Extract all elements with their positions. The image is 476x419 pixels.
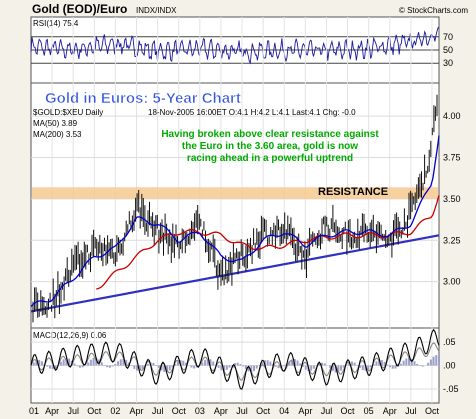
ma200-label: MA(200) 3.53 [33,130,82,139]
x-axis-label: 04 [279,406,289,416]
annotation-line-2: the Euro in the 3.60 area, gold is now [182,141,358,152]
x-axis-label: 05 [364,406,374,416]
brand-text: © StockCharts.com [399,6,468,15]
macd-tick-label: .05 [443,337,456,347]
x-axis-label: Apr [383,406,397,416]
x-axis-label: Apr [298,406,312,416]
price-tick-label: 4.00 [443,111,461,121]
price-tick-label: 3.50 [443,194,461,204]
x-axis-label: Oct [341,406,356,416]
x-axis-label: Oct [87,406,102,416]
chart-title: Gold in Euros: 5-Year Chart [45,90,241,107]
resistance-band [32,187,438,199]
x-axis-label: Jul [67,406,79,416]
resistance-label: RESISTANCE [318,186,388,198]
ma50-label: MA(50) 3.89 [33,119,78,128]
x-axis-label: Apr [45,406,59,416]
price-tick-label: 3.00 [443,277,461,287]
ma50-line [30,135,440,307]
header-title: Gold (EOD)/Euro [32,2,127,16]
macd-tick-label: -.05 [443,384,459,394]
price-tick-label: 3.75 [443,152,461,162]
rsi-tick-label: 50 [443,45,453,55]
quote-label: 18-Nov-2005 16:00ET O:4.1 H:4.2 L:4.1 La… [148,108,356,117]
x-axis-label: 02 [110,406,120,416]
trendline [30,234,440,313]
symbol-label: $GOLD:$XEU Daily [33,108,103,117]
x-axis-label: Apr [130,406,144,416]
price-tick-label: 3.25 [443,235,461,245]
x-axis-label: Apr [214,406,228,416]
rsi-tick-label: 30 [443,58,453,68]
rsi-label: RSI(14) 75.4 [33,19,79,28]
header-exchange: INDX/INDX [136,6,177,15]
x-axis-label: Oct [172,406,187,416]
x-axis-label: Jul [152,406,164,416]
macd-label: MACD(12,26,9) 0.06 [33,331,107,340]
rsi-tick-label: 70 [443,32,453,42]
x-axis-label: Jul [321,406,333,416]
x-axis-label: 03 [195,406,205,416]
chart-marks: 70 50 30 4.00 3.75 3.50 3.25 3.00 .05 .00 -.05 01 Ap… [29,17,461,416]
x-axis-label: Jul [405,406,417,416]
x-axis-label: Jul [236,406,248,416]
macd-line [30,328,440,390]
ma200-line [96,195,440,290]
annotation-line-1: Having broken above clear resistance aga… [161,129,379,140]
price-panel [30,82,440,329]
annotation-line-3: racing ahead in a powerful uptrend [187,153,353,164]
rsi-line [30,26,440,65]
x-axis-label: 01 [29,406,39,416]
x-axis-label: Oct [256,406,271,416]
x-axis-label: Oct [425,406,440,416]
macd-tick-label: .00 [443,361,456,371]
